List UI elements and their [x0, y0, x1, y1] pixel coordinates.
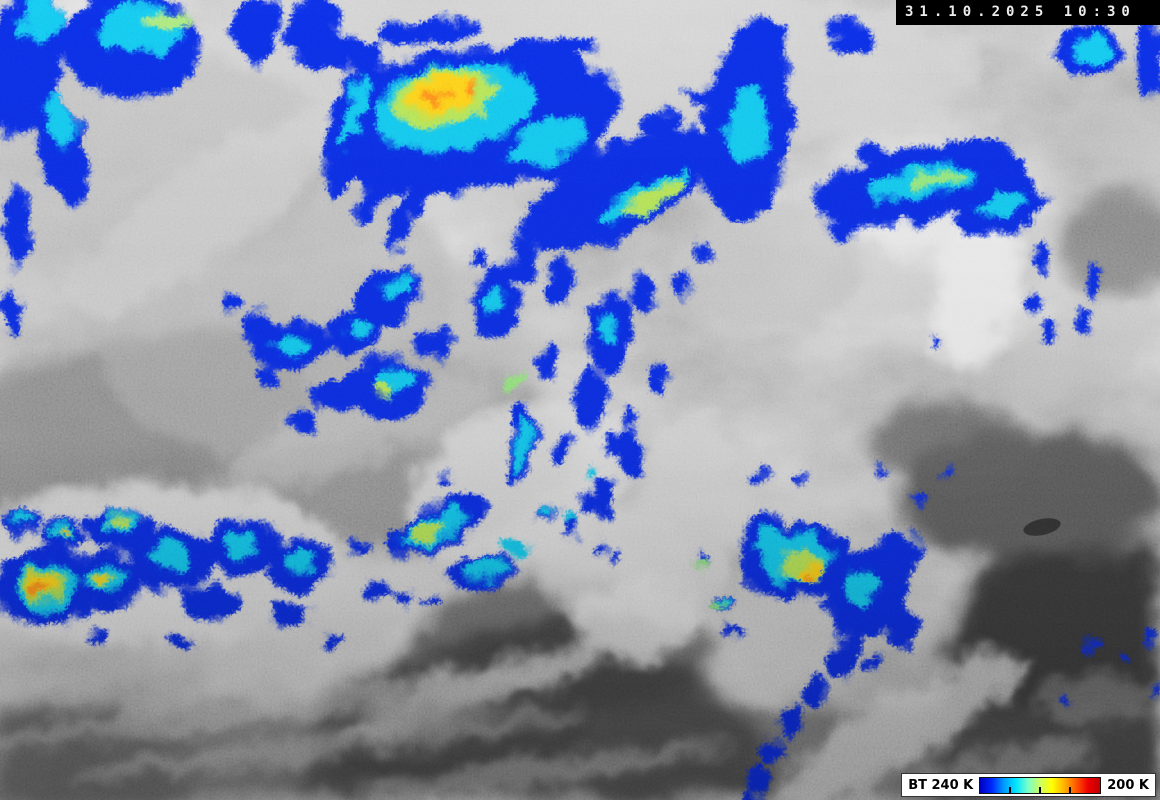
legend-min-label: 200 K	[1107, 777, 1149, 793]
legend-max-label: BT 240 K	[908, 777, 974, 793]
colorbar-legend: BT 240 K 200 K	[901, 773, 1156, 797]
timestamp-text: 31.10.2025 10:30	[905, 4, 1136, 20]
legend-gradient-bar	[979, 776, 1102, 794]
timestamp-bar: 31.10.2025 10:30	[896, 0, 1160, 25]
legend-tick	[1039, 786, 1042, 793]
legend-tick	[1009, 786, 1012, 793]
legend-tick	[1069, 786, 1072, 793]
